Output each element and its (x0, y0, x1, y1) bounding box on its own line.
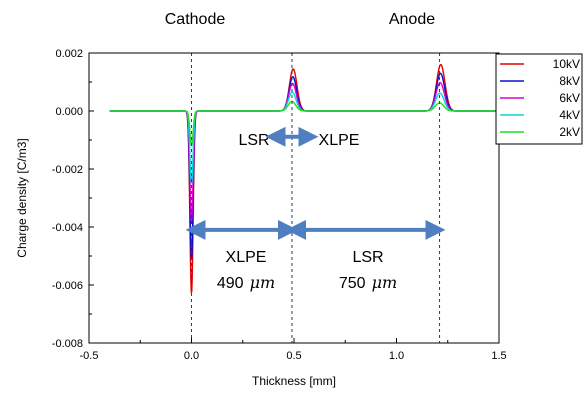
series-layer (109, 63, 497, 294)
anode-label: Anode (389, 11, 435, 28)
lsr-thickness-label: 750 μm (339, 273, 397, 292)
x-tick-label: 0.0 (184, 350, 199, 362)
x-tick-label: 0.5 (286, 350, 301, 362)
y-tick-label: -0.004 (52, 222, 83, 234)
dashed-lines (191, 53, 441, 343)
lsr-thickness-unit: μm (372, 273, 398, 292)
xlpe-region-label: XLPE (226, 249, 267, 266)
legend-label-8kV: 8kV (559, 74, 580, 88)
x-tick-label: -0.5 (80, 350, 99, 362)
y-axis-title: Charge density [C/m3] (15, 138, 29, 257)
y-tick-label: -0.008 (52, 338, 83, 350)
legend: 10kV 8kV 6kV 4kV 2kV (495, 53, 583, 145)
legend-label-4kV: 4kV (559, 108, 580, 122)
series-line-2kV (109, 100, 497, 147)
lsr-region-label: LSR (352, 249, 383, 266)
legend-box (495, 53, 583, 145)
xlpe-thickness-label: 490 μm (217, 273, 275, 292)
axis-ticks (88, 52, 500, 344)
x-tick-label: 1.5 (491, 350, 506, 362)
series-line-10kV (109, 63, 497, 294)
interface-left-material-label: LSR (238, 132, 269, 149)
y-tick-label: -0.002 (52, 164, 83, 176)
legend-label-10kV: 10kV (553, 57, 580, 71)
y-tick-labels: 0.002 0.000 -0.002 -0.004 -0.006 -0.008 (52, 48, 83, 350)
cathode-label: Cathode (165, 11, 226, 28)
lsr-thickness-value: 750 (339, 275, 366, 292)
y-tick-label: 0.000 (55, 106, 83, 118)
legend-label-2kV: 2kV (559, 125, 580, 139)
y-tick-label: -0.006 (52, 280, 83, 292)
xlpe-thickness-unit: μm (250, 273, 276, 292)
legend-label-6kV: 6kV (559, 91, 580, 105)
x-tick-label: 1.0 (389, 350, 404, 362)
xlpe-thickness-value: 490 (217, 275, 244, 292)
x-tick-labels: -0.5 0.0 0.5 1.0 1.5 (80, 350, 507, 362)
x-axis-title: Thickness [mm] (252, 374, 336, 388)
y-tick-label: 0.002 (55, 48, 83, 60)
interface-right-material-label: XLPE (319, 132, 360, 149)
